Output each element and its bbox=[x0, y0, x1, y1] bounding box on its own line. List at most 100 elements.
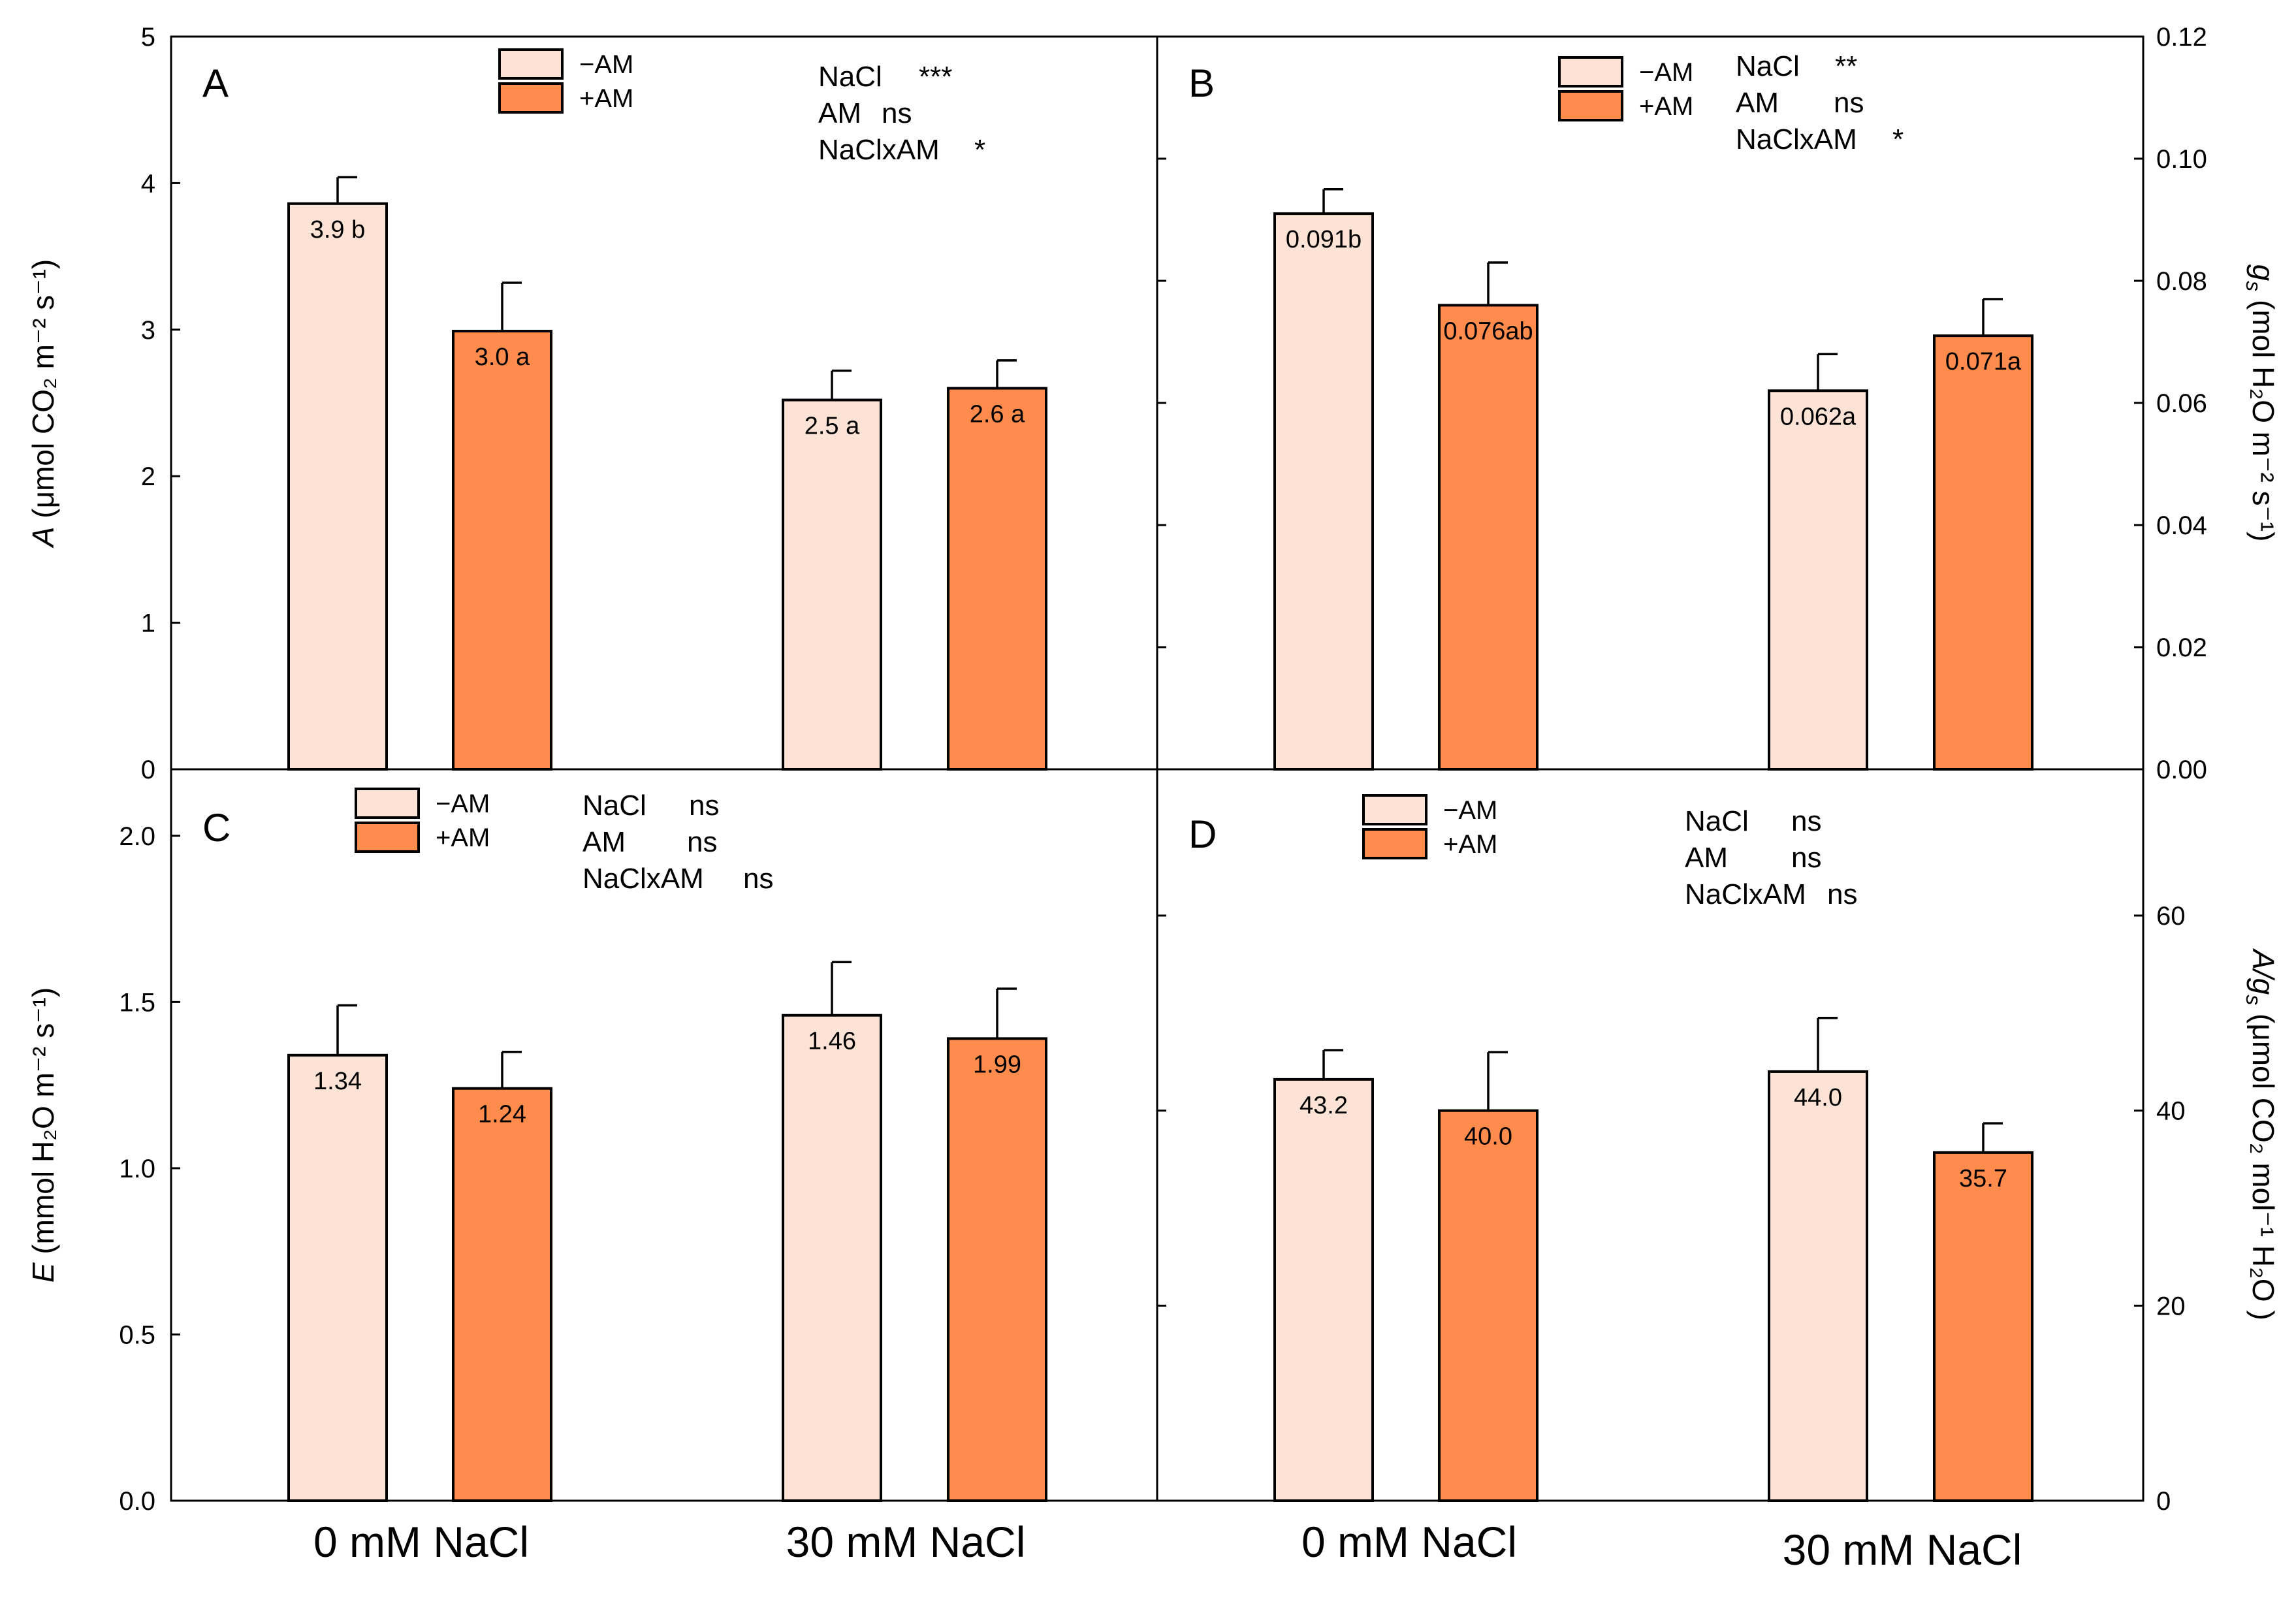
y-tick-label: 0.06 bbox=[2156, 389, 2207, 418]
y-tick-label: 0.12 bbox=[2156, 23, 2207, 52]
bar bbox=[1438, 304, 1539, 771]
bar-value-label: 1.99 bbox=[973, 1051, 1021, 1078]
y-tick-label: 2.0 bbox=[119, 822, 155, 851]
panel-c: 0.0 0.5 1.0 1.5 2.0 E (mmol H₂O m⁻² s⁻¹) C 1.34… bbox=[26, 788, 1047, 1516]
y-axis-title: A/gs (μmol CO₂ mol⁻¹ H₂O ) bbox=[2242, 948, 2280, 1320]
bar bbox=[782, 1014, 882, 1502]
legend-swatch bbox=[355, 822, 420, 853]
bar bbox=[1273, 212, 1374, 771]
y-axis-title: E (mmol H₂O m⁻² s⁻¹) bbox=[26, 987, 60, 1283]
stats-annotation: NaCl ** AM ns NaClxAM * bbox=[1736, 50, 1904, 155]
bar-value-label: 2.5 a bbox=[805, 413, 860, 440]
bar bbox=[947, 387, 1047, 771]
y-tick-label: 0.08 bbox=[2156, 267, 2207, 296]
legend-swatch bbox=[1362, 794, 1427, 825]
bar-value-label: 2.6 a bbox=[970, 401, 1025, 428]
legend-label: −AM bbox=[1639, 58, 1693, 87]
legend-swatch bbox=[498, 48, 564, 80]
y-tick-label: 0 bbox=[141, 756, 155, 784]
bar bbox=[1273, 1078, 1374, 1502]
bar bbox=[1768, 1070, 1868, 1502]
legend-swatch bbox=[355, 788, 420, 819]
stat-significance: ns bbox=[689, 790, 719, 822]
stat-factor: AM bbox=[1736, 87, 1779, 119]
panel-letter: A bbox=[202, 61, 229, 105]
bar-value-label: 40.0 bbox=[1464, 1123, 1512, 1151]
panel-letter: C bbox=[202, 806, 231, 850]
legend-label: +AM bbox=[579, 84, 633, 113]
panel-letter: B bbox=[1188, 61, 1215, 105]
x-category-label: 30 mM NaCl bbox=[1783, 1526, 2022, 1574]
stat-significance: ns bbox=[882, 97, 912, 129]
bar-value-label: 0.076ab bbox=[1443, 317, 1533, 345]
y-tick-label: 0.00 bbox=[2156, 756, 2207, 784]
stat-factor: AM bbox=[582, 826, 626, 858]
bar-value-label: 44.0 bbox=[1794, 1084, 1842, 1111]
stat-factor: NaClxAM bbox=[1685, 878, 1806, 910]
y-tick-label: 40 bbox=[2156, 1097, 2186, 1126]
x-category-label: 0 mM NaCl bbox=[1301, 1518, 1517, 1566]
bar-value-label: 3.0 a bbox=[475, 344, 530, 371]
stat-significance: ns bbox=[1827, 878, 1857, 910]
stats-annotation: NaCl ns AM ns NaClxAM ns bbox=[1685, 805, 1857, 910]
bar bbox=[1768, 389, 1868, 771]
legend: −AM +AM bbox=[498, 48, 633, 114]
y-tick-label: 60 bbox=[2156, 902, 2186, 931]
legend-label: −AM bbox=[436, 790, 490, 818]
y-tick-label: 0.0 bbox=[119, 1487, 155, 1516]
y-axis-title: A (μmol CO₂ m⁻² s⁻¹) bbox=[26, 259, 60, 549]
bar bbox=[1933, 1151, 2033, 1502]
stat-factor: NaCl bbox=[582, 790, 646, 822]
bar-value-label: 35.7 bbox=[1959, 1165, 2007, 1192]
legend-label: +AM bbox=[1443, 830, 1497, 859]
y-tick-label: 0.10 bbox=[2156, 145, 2207, 174]
stat-significance: *** bbox=[919, 61, 952, 93]
legend-label: −AM bbox=[579, 50, 633, 79]
stat-factor: NaCl bbox=[1736, 50, 1800, 82]
stat-factor: AM bbox=[818, 97, 861, 129]
stat-significance: ns bbox=[1791, 842, 1821, 874]
stat-factor: NaCl bbox=[818, 61, 882, 93]
y-tick-label: 0.04 bbox=[2156, 511, 2207, 540]
legend-swatch bbox=[1558, 90, 1623, 121]
y-tick-label: 5 bbox=[141, 23, 155, 52]
bar-value-label: 1.46 bbox=[808, 1028, 856, 1055]
group-labels: 0 mM NaCl 30 mM NaCl 0 mM NaCl 30 mM NaCl bbox=[313, 1518, 2022, 1574]
legend-swatch bbox=[1362, 828, 1427, 859]
bar bbox=[1933, 334, 2033, 771]
legend-label: −AM bbox=[1443, 796, 1497, 825]
y-axis-title: gs (mol H₂O m⁻² s⁻¹) bbox=[2242, 264, 2280, 542]
bar-value-label: 1.34 bbox=[313, 1068, 362, 1095]
stat-factor: NaClxAM bbox=[582, 863, 704, 895]
stat-factor: NaClxAM bbox=[818, 134, 940, 166]
bar bbox=[782, 398, 882, 771]
stat-significance: ns bbox=[1791, 805, 1821, 837]
stats-annotation: NaCl ns AM ns NaClxAM ns bbox=[582, 790, 773, 895]
y-tick-label: 3 bbox=[141, 316, 155, 345]
panel-d: 0 20 40 60 A/gs (μmol CO₂ mol⁻¹ H₂O ) D 43.2 44… bbox=[1157, 794, 2280, 1516]
legend-label: +AM bbox=[436, 823, 490, 852]
bar-value-label: 0.091b bbox=[1286, 226, 1362, 253]
stat-significance: ns bbox=[743, 863, 773, 895]
y-tick-label: 1 bbox=[141, 609, 155, 638]
bar-value-label: 43.2 bbox=[1299, 1092, 1348, 1119]
legend: −AM +AM bbox=[355, 788, 490, 853]
legend-label: +AM bbox=[1639, 92, 1693, 121]
bar-value-label: 1.24 bbox=[478, 1101, 526, 1128]
legend-swatch bbox=[498, 82, 564, 114]
stat-significance: * bbox=[974, 134, 985, 166]
bar bbox=[452, 330, 552, 771]
bar bbox=[452, 1087, 552, 1502]
stat-factor: AM bbox=[1685, 842, 1728, 874]
legend-swatch bbox=[1558, 56, 1623, 88]
y-tick-label: 1.0 bbox=[119, 1155, 155, 1183]
bar bbox=[287, 1053, 388, 1503]
bar-value-label: 0.062a bbox=[1780, 403, 1857, 430]
x-category-label: 30 mM NaCl bbox=[786, 1518, 1026, 1566]
legend: −AM +AM bbox=[1558, 56, 1693, 121]
stat-significance: ns bbox=[1834, 87, 1864, 119]
y-tick-label: 2 bbox=[141, 462, 155, 491]
stat-significance: ns bbox=[687, 826, 717, 858]
panel-letter: D bbox=[1188, 812, 1217, 856]
